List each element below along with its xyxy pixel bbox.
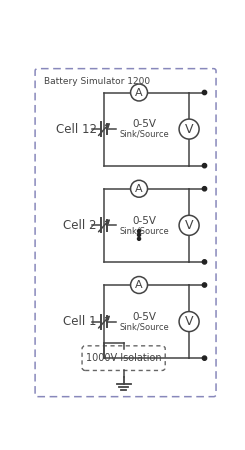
Text: 0-5V: 0-5V — [132, 119, 156, 130]
Text: A: A — [135, 184, 143, 194]
Circle shape — [202, 283, 207, 287]
Text: Sink/Source: Sink/Source — [119, 130, 169, 139]
Circle shape — [131, 84, 147, 101]
Text: Cell 2: Cell 2 — [63, 219, 97, 232]
Text: 0-5V: 0-5V — [132, 216, 156, 226]
Circle shape — [179, 215, 199, 235]
Text: V: V — [185, 219, 193, 232]
Text: V: V — [185, 315, 193, 328]
Circle shape — [179, 311, 199, 332]
Text: 0-5V: 0-5V — [132, 312, 156, 322]
Circle shape — [137, 237, 141, 240]
Circle shape — [131, 180, 147, 197]
Text: 1000V Isolation: 1000V Isolation — [86, 353, 161, 363]
Text: Cell 1: Cell 1 — [63, 315, 97, 328]
Circle shape — [202, 260, 207, 264]
Text: A: A — [135, 87, 143, 98]
Circle shape — [137, 234, 141, 237]
Circle shape — [202, 90, 207, 94]
Circle shape — [131, 277, 147, 293]
Text: A: A — [135, 280, 143, 290]
Circle shape — [202, 187, 207, 191]
Text: Sink/Source: Sink/Source — [119, 323, 169, 332]
Text: Battery Simulator 1200: Battery Simulator 1200 — [44, 77, 150, 86]
Circle shape — [202, 163, 207, 168]
Text: Cell 12: Cell 12 — [56, 122, 97, 135]
Circle shape — [179, 119, 199, 139]
Circle shape — [202, 356, 207, 360]
Text: Sink/Source: Sink/Source — [119, 226, 169, 235]
Text: V: V — [185, 122, 193, 135]
Circle shape — [137, 230, 141, 233]
